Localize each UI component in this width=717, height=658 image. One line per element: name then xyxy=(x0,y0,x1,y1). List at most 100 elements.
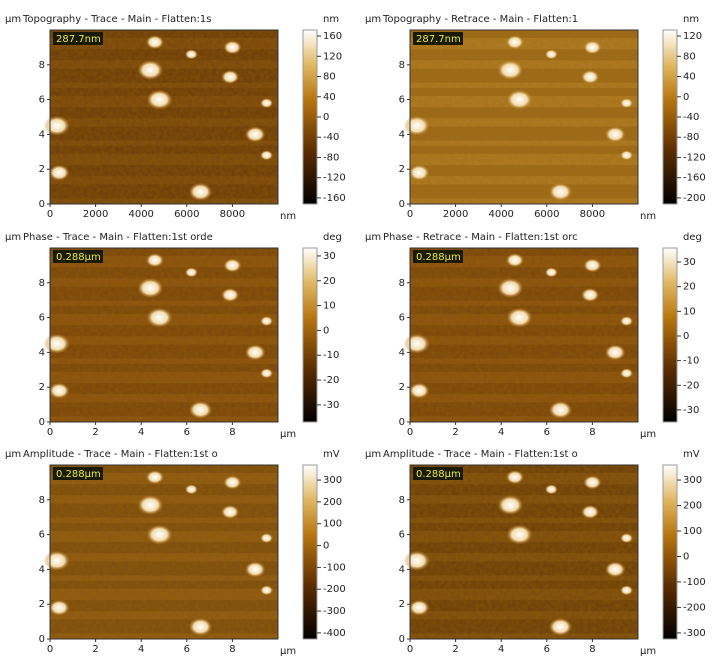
feature xyxy=(545,49,558,59)
scale-label: 287.7nm xyxy=(416,34,461,45)
feature xyxy=(146,308,172,328)
colorbar xyxy=(303,30,317,204)
x-tick-label: 8 xyxy=(229,644,235,655)
colorbar-label: nm xyxy=(323,14,339,25)
colorbar-label: deg xyxy=(323,232,342,243)
x-tick-label: 6 xyxy=(184,427,190,438)
feature xyxy=(404,334,430,354)
feature xyxy=(260,98,273,108)
y-tick-label: 0 xyxy=(39,634,45,645)
feature xyxy=(221,70,239,84)
colorbar-tick-label: 120 xyxy=(683,31,702,42)
colorbar-tick-label: -10 xyxy=(323,350,339,361)
figure: 287.7nm0200040006000800002468nmµmTopogra… xyxy=(0,0,717,658)
panel-title: Topography - Retrace - Main - Flatten:1 xyxy=(382,14,578,25)
x-tick-label: 4000 xyxy=(128,209,153,220)
feature xyxy=(581,70,599,84)
colorbar-tick-label: -40 xyxy=(683,112,699,123)
feature xyxy=(506,35,524,49)
y-axis-label: µm xyxy=(365,449,381,460)
feature xyxy=(49,600,70,616)
x-tick-label: 4 xyxy=(138,427,144,438)
colorbar-tick-label: 10 xyxy=(323,301,336,312)
y-tick-label: 0 xyxy=(39,417,45,428)
grain xyxy=(410,248,638,422)
colorbar-tick-label: 30 xyxy=(323,251,336,262)
afm-image: 287.7nm xyxy=(404,30,638,204)
x-tick-label: 0 xyxy=(407,644,413,655)
x-tick-label: 8 xyxy=(589,427,595,438)
x-tick-label: 4 xyxy=(498,644,504,655)
feature xyxy=(409,600,430,616)
feature xyxy=(620,533,633,543)
afm-image: 0.288µm xyxy=(404,248,638,422)
feature xyxy=(185,267,198,277)
y-tick-label: 8 xyxy=(39,278,45,289)
colorbar-tick-label: -10 xyxy=(683,356,699,367)
x-tick-label: 2 xyxy=(92,427,98,438)
grain xyxy=(50,30,278,204)
colorbar-tick-label: 160 xyxy=(323,31,342,42)
colorbar-tick-label: 100 xyxy=(323,519,342,530)
feature xyxy=(506,470,524,484)
y-tick-label: 6 xyxy=(399,530,405,541)
feature xyxy=(620,368,633,378)
colorbar-tick-label: 80 xyxy=(683,51,696,62)
panel-title: Amplitude - Trace - Main - Flatten:1st o xyxy=(383,449,578,460)
scale-label: 0.288µm xyxy=(56,469,101,480)
grain xyxy=(410,465,638,639)
y-tick-label: 2 xyxy=(39,382,45,393)
colorbar-tick-label: -30 xyxy=(323,400,339,411)
feature xyxy=(260,150,273,160)
panel-title: Phase - Retrace - Main - Flatten:1st orc xyxy=(383,232,578,243)
feature xyxy=(223,258,241,272)
x-axis-label: nm xyxy=(640,211,656,222)
feature xyxy=(549,183,572,201)
y-tick-label: 4 xyxy=(399,347,405,358)
colorbar-tick-label: -20 xyxy=(323,375,339,386)
y-axis-label: µm xyxy=(365,232,381,243)
feature xyxy=(44,334,70,354)
colorbar xyxy=(303,248,317,422)
y-tick-label: 4 xyxy=(399,129,405,140)
colorbar-tick-label: 0 xyxy=(323,112,329,123)
y-tick-label: 4 xyxy=(399,564,405,575)
y-tick-label: 8 xyxy=(39,495,45,506)
colorbar-tick-label: -200 xyxy=(683,602,706,613)
feature xyxy=(497,495,523,515)
colorbar-tick-label: 200 xyxy=(323,497,342,508)
colorbar-tick-label: -300 xyxy=(683,628,706,639)
feature xyxy=(260,585,273,595)
x-tick-label: 8000 xyxy=(220,209,245,220)
panel-title: Topography - Trace - Main - Flatten:1s xyxy=(22,14,211,25)
x-tick-label: 6000 xyxy=(534,209,559,220)
feature xyxy=(49,165,70,181)
colorbar-tick-label: 300 xyxy=(683,475,702,486)
y-tick-label: 2 xyxy=(39,599,45,610)
y-axis-label: µm xyxy=(5,14,21,25)
colorbar-tick-label: 20 xyxy=(323,276,336,287)
x-tick-label: 8 xyxy=(229,427,235,438)
feature xyxy=(137,278,163,298)
feature xyxy=(605,561,626,577)
feature xyxy=(223,40,241,54)
feature xyxy=(245,126,266,142)
feature xyxy=(137,495,163,515)
feature xyxy=(545,267,558,277)
feature xyxy=(189,183,212,201)
feature xyxy=(497,278,523,298)
y-tick-label: 8 xyxy=(39,60,45,71)
colorbar-tick-label: -100 xyxy=(323,562,346,573)
feature xyxy=(137,60,163,80)
feature xyxy=(506,525,532,545)
x-axis-label: µm xyxy=(640,429,656,440)
feature xyxy=(506,90,532,110)
y-axis-label: µm xyxy=(365,14,381,25)
colorbar-tick-label: -200 xyxy=(683,193,706,204)
feature xyxy=(583,475,601,489)
y-tick-label: 2 xyxy=(399,599,405,610)
x-tick-label: 6 xyxy=(184,644,190,655)
colorbar-tick-label: -160 xyxy=(683,173,706,184)
feature xyxy=(409,383,430,399)
page: 287.7nm0200040006000800002468nmµmTopogra… xyxy=(0,0,717,658)
